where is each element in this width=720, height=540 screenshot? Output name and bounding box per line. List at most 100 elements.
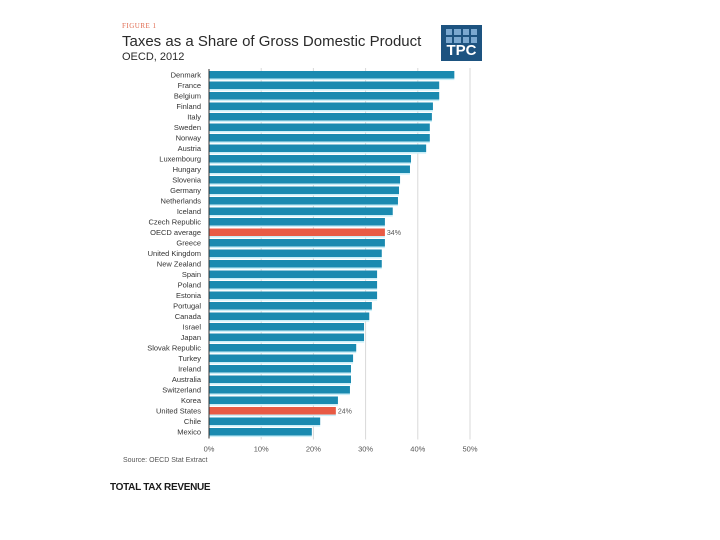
bar-japan: [209, 333, 365, 341]
category-label: Denmark: [171, 71, 202, 80]
data-label: 34%: [387, 230, 401, 237]
category-label: Norway: [176, 134, 202, 143]
bar-greece: [209, 239, 385, 247]
bar-underline: [209, 152, 427, 154]
tpc-logo: TPC: [441, 25, 482, 61]
x-axis-ticks: 0% 10% 20% 30% 40% 50%: [204, 445, 478, 454]
figure-label: FIGURE 1: [122, 22, 157, 30]
x-tick-label: 0%: [204, 445, 215, 454]
bar-underline: [209, 309, 372, 312]
bar-underline: [209, 120, 432, 123]
category-label: Korea: [181, 396, 202, 405]
x-tick-label: 10%: [254, 445, 269, 454]
bar-underline: [209, 215, 393, 217]
bar-netherlands: [209, 197, 398, 205]
bar-underline: [209, 183, 401, 186]
bar-underline: [209, 162, 412, 165]
bar-underline: [209, 99, 440, 102]
bar-oecd-average: [209, 228, 385, 236]
category-label: Italy: [187, 113, 201, 122]
bar-underline: [209, 404, 338, 406]
bar-underline: [209, 173, 410, 175]
bar-underline: [209, 320, 370, 322]
x-tick-label: 20%: [306, 445, 321, 454]
x-tick-label: 30%: [358, 445, 373, 454]
category-label: Canada: [175, 312, 202, 321]
category-label: OECD average: [150, 228, 201, 237]
bar-underline: [209, 141, 430, 144]
bar-underline: [209, 414, 336, 417]
bar-underline: [209, 257, 382, 259]
category-label: Ireland: [178, 365, 201, 374]
annotations: 34% 24%: [338, 230, 401, 416]
bar-france: [209, 81, 440, 89]
category-label: Mexico: [177, 428, 201, 437]
bar-underline: [209, 425, 321, 427]
category-label: Iceland: [177, 207, 201, 216]
bar-norway: [209, 134, 430, 142]
category-label: Poland: [178, 281, 201, 290]
bar-underline: [209, 267, 382, 270]
logo-text: TPC: [446, 42, 477, 59]
bar-australia: [209, 375, 351, 383]
bar-underline: [209, 89, 440, 91]
slide-footer-title: TOTAL TAX REVENUE: [110, 482, 211, 493]
x-tick-label: 40%: [410, 445, 425, 454]
bar-underline: [209, 246, 385, 249]
category-label: Slovenia: [172, 176, 202, 185]
category-label: Turkey: [178, 354, 201, 363]
bars: [209, 71, 455, 438]
category-label: Portugal: [173, 302, 201, 311]
bar-portugal: [209, 302, 372, 310]
bar-new-zealand: [209, 260, 382, 268]
bar-poland: [209, 281, 378, 289]
bar-underline: [209, 299, 378, 301]
bar-italy: [209, 113, 432, 121]
category-label: Japan: [181, 333, 201, 342]
bar-finland: [209, 102, 433, 110]
bar-underline: [209, 225, 385, 228]
category-label: United States: [156, 407, 201, 416]
bar-underline: [209, 204, 398, 207]
category-label: France: [178, 81, 201, 90]
category-label: Germany: [170, 186, 201, 195]
category-label: Netherlands: [161, 197, 202, 206]
bar-israel: [209, 323, 365, 331]
bar-ireland: [209, 365, 351, 373]
bar-sweden: [209, 123, 430, 131]
bar-underline: [209, 194, 400, 196]
bar-spain: [209, 270, 378, 278]
chart-subtitle: OECD, 2012: [122, 51, 185, 63]
data-label: 24%: [338, 409, 352, 416]
x-tick-label: 50%: [462, 445, 477, 454]
bar-underline: [209, 351, 357, 354]
bar-turkey: [209, 354, 354, 362]
category-label: Switzerland: [162, 386, 201, 395]
bar-canada: [209, 312, 370, 320]
bar-slovenia: [209, 176, 401, 184]
category-label: Israel: [183, 323, 202, 332]
bar-denmark: [209, 71, 455, 79]
category-label: Estonia: [176, 291, 202, 300]
bar-underline: [209, 288, 378, 291]
bar-iceland: [209, 207, 393, 215]
category-label: Luxembourg: [159, 155, 201, 164]
source-note: Source: OECD Stat Extract: [123, 457, 208, 464]
bar-underline: [209, 131, 430, 133]
bar-belgium: [209, 92, 440, 100]
logo-grid-icon: [446, 29, 477, 43]
bar-chile: [209, 417, 321, 425]
bar-underline: [209, 278, 378, 280]
category-label: Czech Republic: [148, 218, 201, 227]
bar-underline: [209, 341, 365, 343]
bar-underline: [209, 383, 351, 385]
bar-united-states: [209, 407, 336, 415]
bar-hungary: [209, 165, 410, 173]
bar-underline: [209, 362, 354, 364]
category-label: New Zealand: [157, 260, 201, 269]
category-label: United Kingdom: [148, 249, 201, 258]
bar-underline: [209, 330, 365, 333]
category-label: Chile: [184, 417, 201, 426]
